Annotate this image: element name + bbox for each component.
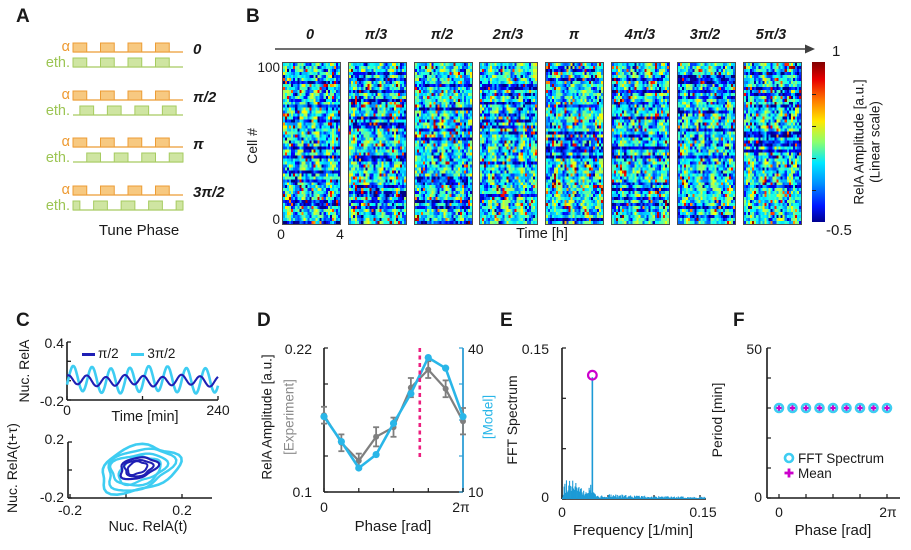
colorbar-tick	[812, 158, 816, 159]
phase-label-row2: π/2	[193, 89, 217, 106]
d-ylabel-left: RelA Amplitude [a.u.]	[259, 354, 275, 480]
panel-f-label: F	[733, 310, 745, 331]
b-phase-pi2: π/2	[430, 27, 454, 43]
b-phase-4pi3: 4π/3	[624, 27, 656, 43]
heatmap-phase-0	[282, 62, 341, 225]
c-bottom-ylabel: Nuc. RelA(t+τ)	[4, 423, 20, 513]
eth-label-row1: eth.	[45, 55, 70, 71]
tune-phase-waves	[72, 42, 184, 211]
b-xtick-4: 4	[336, 226, 344, 242]
e-ylabel: FFT Spectrum	[504, 375, 520, 465]
legend-dash-3pi2	[131, 352, 145, 356]
f-plot	[766, 347, 900, 499]
panel-a-label: A	[16, 6, 30, 27]
b-phase-pi: π	[568, 27, 580, 43]
d-ytick-40: 40	[468, 341, 484, 357]
legend-dash-pi2	[82, 352, 95, 356]
tune-phase-caption: Tune Phase	[98, 222, 180, 239]
heatmap-phase-2pi3	[479, 62, 538, 225]
d-ylabel-model: [Model]	[480, 394, 496, 440]
heatmap-phase-pi3	[348, 62, 407, 225]
d-plot	[320, 347, 467, 493]
f-xtick-0: 0	[775, 504, 783, 520]
panel-d-label: D	[257, 310, 271, 331]
d-xtick-0: 0	[320, 499, 328, 515]
colorbar-tick	[812, 94, 816, 95]
d-ylabel-experiment: [Experiment]	[281, 379, 297, 455]
colorbar-max: 1	[832, 43, 841, 60]
c-bot-ytick-max: 0.2	[44, 431, 64, 447]
c-top-xtick-240: 240	[206, 402, 230, 418]
c-bot-ytick-min: -0.2	[39, 489, 64, 505]
b-phase-3pi2: 3π/2	[689, 27, 721, 43]
d-ytick-10: 10	[468, 484, 484, 500]
heatmap-phase-4pi3	[611, 62, 670, 225]
c-bot-xtick-left: -0.2	[57, 502, 83, 518]
d-xtick-2pi: 2π	[452, 499, 470, 515]
d-ytick-01: 0.1	[292, 484, 312, 500]
phase-label-row4: 3π/2	[193, 184, 225, 201]
colorbar-title: RelA Amplitude [a.u.] (Linear scale)	[851, 79, 882, 204]
b-ytick-0: 0	[272, 212, 280, 227]
e-ytick-0: 0	[541, 489, 549, 505]
e-ytick-max: 0.15	[521, 341, 549, 357]
alpha-label-row1: α	[61, 39, 70, 55]
colorbar	[812, 62, 825, 222]
heatmap-phase-pi	[545, 62, 604, 225]
d-xlabel: Phase [rad]	[354, 518, 432, 535]
panel-c-label: C	[16, 310, 30, 331]
alpha-label-row4: α	[61, 182, 70, 198]
f-ytick-50: 50	[746, 341, 762, 357]
c-top-xlabel: Time [min]	[111, 409, 179, 425]
panel-b-label: B	[246, 6, 260, 27]
f-legend-fft: FFT Spectrum	[798, 451, 885, 466]
c-bottom-plot	[67, 441, 212, 499]
colorbar-title-line2: (Linear scale)	[867, 101, 882, 183]
heatmap-phase-3pi2	[677, 62, 736, 225]
c-top-ytick-max: 0.4	[44, 335, 64, 351]
legend-label-3pi2: 3π/2	[147, 346, 176, 361]
b-phase-2pi3: 2π/3	[492, 27, 524, 43]
alpha-label-row2: α	[61, 87, 70, 103]
e-xtick-015: 0.15	[689, 504, 717, 520]
eth-label-row3: eth.	[45, 150, 70, 166]
legend-label-pi2: π/2	[98, 346, 119, 361]
d-ytick-022: 0.22	[284, 341, 312, 357]
eth-label-row2: eth.	[45, 103, 70, 119]
phase-label-row1: 0	[193, 41, 202, 58]
c-legend: π/2 3π/2	[82, 346, 175, 361]
e-plot	[561, 347, 706, 500]
alpha-label-row3: α	[61, 134, 70, 150]
c-top-xtick-0: 0	[63, 402, 71, 418]
panel-e-label: E	[500, 310, 513, 331]
b-xlabel: Time [h]	[516, 226, 568, 242]
c-bottom-xlabel: Nuc. RelA(t)	[108, 519, 188, 535]
b-phase-0: 0	[305, 27, 315, 43]
e-xtick-0: 0	[558, 504, 566, 520]
e-xlabel: Frequency [1/min]	[572, 522, 694, 539]
b-phase-pi3: π/3	[364, 27, 388, 43]
f-xtick-2pi: 2π	[879, 504, 897, 520]
b-phase-5pi3: 5π/3	[755, 27, 787, 43]
colorbar-title-line1: RelA Amplitude [a.u.]	[851, 79, 867, 205]
f-legend-mean: Mean	[798, 466, 832, 481]
heatmap-phase-pi2	[414, 62, 473, 225]
f-ytick-0: 0	[754, 489, 762, 505]
eth-label-row4: eth.	[45, 198, 70, 214]
phase-axis-arrow	[275, 44, 815, 54]
colorbar-tick	[812, 190, 816, 191]
colorbar-min: -0.5	[826, 222, 852, 239]
b-xtick-0: 0	[277, 226, 285, 242]
c-bot-xtick-right: 0.2	[172, 502, 192, 518]
heatmap-phase-5pi3	[743, 62, 802, 225]
b-ytick-100: 100	[257, 60, 280, 75]
c-top-plot	[65, 341, 220, 401]
c-top-ytick-min: -0.2	[39, 393, 64, 409]
f-ylabel: Period [min]	[709, 382, 725, 458]
colorbar-tick	[812, 126, 816, 127]
b-ylabel: Cell #	[244, 128, 260, 164]
f-xlabel: Phase [rad]	[794, 522, 872, 539]
phase-label-row3: π	[193, 136, 204, 153]
